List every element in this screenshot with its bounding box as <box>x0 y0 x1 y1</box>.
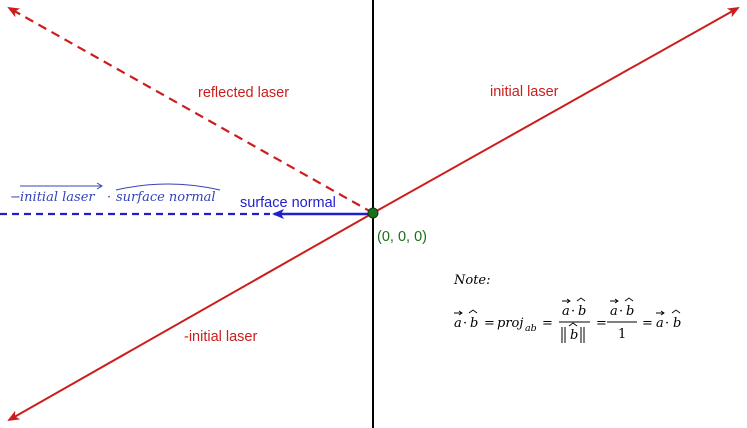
reflected-laser-label: reflected laser <box>198 85 289 101</box>
note-proj-sub: ab <box>525 323 537 334</box>
initial-laser-vector <box>372 7 740 214</box>
note-dot1: · <box>463 316 467 331</box>
reflected-laser-vector <box>7 7 374 214</box>
note-frac2-b: b <box>626 304 634 319</box>
note-frac1-a-arrow <box>562 298 571 304</box>
expr-wide-hat <box>115 183 221 191</box>
note-frac1-b-hat <box>576 297 586 302</box>
note-dot2: · <box>665 316 669 331</box>
origin-point <box>367 207 379 219</box>
note-title: Note: <box>453 273 491 288</box>
note-proj: proj <box>497 316 523 331</box>
note-frac1-dot: · <box>571 304 575 319</box>
expr-overline-arrowhead <box>96 182 103 190</box>
expr-minus: − <box>10 190 21 205</box>
note-a1-arrow <box>454 310 463 316</box>
initial-laser-label: initial laser <box>490 84 559 100</box>
note-frac1-denom-b-hat <box>568 322 578 327</box>
note-b2: b <box>673 316 681 331</box>
note-eq2: = <box>542 316 553 331</box>
note-frac2-a-arrow <box>610 298 619 304</box>
note-frac1-b: b <box>578 304 586 319</box>
note-a2: a <box>656 316 664 331</box>
note-a1: a <box>454 316 462 331</box>
expr-hat-name: surface normal <box>116 190 216 205</box>
note-b1: b <box>470 316 478 331</box>
neg-initial-laser-vector <box>7 212 374 421</box>
note-frac1-a: a <box>562 304 570 319</box>
note-frac2-one: 1 <box>618 327 626 342</box>
surface-normal-label: surface normal <box>240 195 336 211</box>
origin-label: (0, 0, 0) <box>377 229 427 245</box>
note-eq4: = <box>642 316 653 331</box>
projection-expression: − initial laser · surface normal <box>10 182 221 205</box>
note-frac1-denom-b: b <box>570 328 578 343</box>
note-frac2-b-hat <box>624 297 634 302</box>
expr-dot: · <box>107 190 111 205</box>
note-block: Note: a · b = proj ab = a · b b = a · b … <box>453 273 681 343</box>
expr-vector-name: initial laser <box>20 190 95 205</box>
note-frac2-a: a <box>610 304 618 319</box>
note-eq1: = <box>484 316 495 331</box>
note-b2-hat <box>671 309 681 314</box>
note-b1-hat <box>468 309 478 314</box>
neg-initial-laser-label: -initial laser <box>184 329 257 345</box>
note-frac2-dot: · <box>619 304 623 319</box>
note-eq3: = <box>596 316 607 331</box>
note-a2-arrow <box>656 310 665 316</box>
